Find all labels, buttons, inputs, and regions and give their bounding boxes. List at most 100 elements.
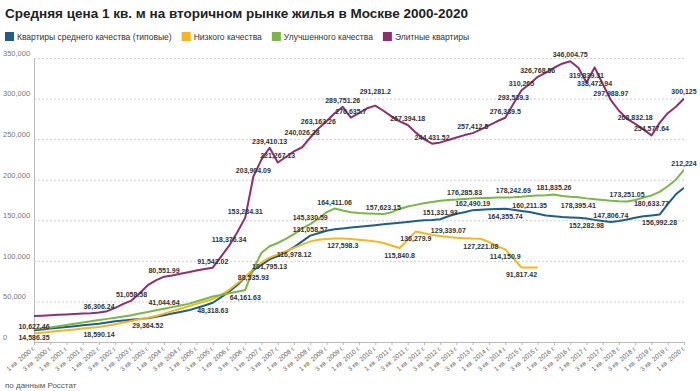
data-label: 147,806.74 bbox=[593, 212, 628, 220]
data-label: 145,330.59 bbox=[293, 214, 328, 222]
x-tick-mark bbox=[652, 342, 653, 345]
x-tick-label: 1 кв. 2020 г. bbox=[655, 344, 686, 372]
x-tick-mark bbox=[343, 342, 344, 345]
grid-line bbox=[34, 261, 684, 262]
series-line bbox=[34, 170, 684, 329]
data-label: 127,221.08 bbox=[463, 243, 498, 251]
data-label: 268,832.18 bbox=[618, 114, 653, 122]
data-label: 181,835.26 bbox=[536, 184, 571, 192]
data-label: 48,318.63 bbox=[197, 307, 228, 315]
y-tick: 250,000 bbox=[3, 130, 684, 140]
y-tick-label: 350,000 bbox=[3, 49, 30, 58]
data-label: 221,267.13 bbox=[260, 152, 295, 160]
y-tick-label: 200,000 bbox=[3, 171, 30, 180]
data-label: 127,598.3 bbox=[327, 242, 358, 250]
x-tick-mark bbox=[424, 342, 425, 345]
data-label: 80,551.99 bbox=[148, 267, 179, 275]
x-tick-mark bbox=[408, 342, 409, 345]
x-axis: 1 кв. 2000 г.3 кв. 2000 г.1 кв. 2001 г.3… bbox=[5, 342, 686, 372]
x-tick-mark bbox=[50, 342, 51, 345]
data-label: 116,978.12 bbox=[277, 251, 312, 259]
data-label: 338,472.94 bbox=[577, 80, 612, 88]
y-tick: 150,000 bbox=[3, 211, 684, 221]
grid-line bbox=[34, 180, 684, 181]
y-tick-label: 0 bbox=[3, 333, 7, 342]
title: Средняя цена 1 кв. м на вторичном рынке … bbox=[5, 6, 468, 21]
data-label: 29,364.52 bbox=[132, 322, 163, 330]
data-label: 88,535.93 bbox=[238, 274, 269, 282]
x-tick-mark bbox=[668, 342, 669, 345]
y-tick-label: 250,000 bbox=[3, 130, 30, 139]
data-label: 254,577.64 bbox=[634, 125, 669, 133]
legend-swatch bbox=[272, 32, 281, 41]
x-tick-mark bbox=[213, 342, 214, 345]
data-labels: 36,306.2451,058.5880,551.9991,542.02118,… bbox=[18, 51, 696, 342]
data-label: 319,839.31 bbox=[569, 72, 604, 80]
legend-item: Низкого качества bbox=[182, 32, 262, 42]
legend-swatch bbox=[5, 32, 14, 41]
data-label: 136,279.9 bbox=[400, 235, 431, 243]
data-label: 64,161.63 bbox=[230, 294, 261, 302]
x-tick-mark bbox=[375, 342, 376, 345]
x-tick-mark bbox=[554, 342, 555, 345]
data-label: 293,539.3 bbox=[498, 94, 529, 102]
y-tick-label: 150,000 bbox=[3, 211, 30, 220]
x-tick-mark bbox=[684, 342, 685, 345]
data-label: 51,058.58 bbox=[116, 291, 147, 299]
x-tick-mark bbox=[489, 342, 490, 345]
data-label: 300,125 bbox=[671, 88, 696, 96]
legend-item: Квартиры среднего качества (типовые) bbox=[5, 32, 172, 42]
data-label: 10,627.46 bbox=[18, 323, 49, 331]
data-label: 14,586.35 bbox=[18, 334, 49, 342]
legend-item: Улучшенного качества bbox=[272, 32, 373, 42]
x-tick-mark bbox=[115, 342, 116, 345]
grid-line bbox=[34, 220, 684, 221]
data-label: 212,224 bbox=[671, 160, 696, 168]
y-tick: 200,000 bbox=[3, 171, 684, 181]
legend-item: Элитные квартиры bbox=[383, 32, 469, 42]
x-tick-mark bbox=[164, 342, 165, 345]
data-label: 152,282.98 bbox=[569, 222, 604, 230]
data-label: 276,635.7 bbox=[335, 108, 366, 116]
x-tick-mark bbox=[148, 342, 149, 345]
data-label: 153,284.31 bbox=[228, 208, 263, 216]
x-tick-mark bbox=[294, 342, 295, 345]
y-tick-label: 100,000 bbox=[3, 252, 30, 261]
data-label: 178,242.69 bbox=[496, 187, 531, 195]
legend: Квартиры среднего качества (типовые) Низк… bbox=[5, 32, 469, 42]
x-tick-mark bbox=[132, 342, 133, 345]
grid-line bbox=[34, 139, 684, 140]
y-axis-line bbox=[34, 59, 35, 343]
x-tick-mark bbox=[99, 342, 100, 345]
lines bbox=[34, 61, 684, 333]
data-label: 176,285.83 bbox=[447, 189, 482, 197]
x-tick-mark bbox=[262, 342, 263, 345]
x-tick-mark bbox=[197, 342, 198, 345]
y-axis: 050,000100,000150,000200,000250,000300,0… bbox=[3, 49, 684, 343]
legend-label: Улучшенного качества bbox=[284, 32, 373, 42]
x-tick-mark bbox=[180, 342, 181, 345]
data-label: 162,490.19 bbox=[455, 200, 490, 208]
source: по данным Росстат bbox=[5, 381, 77, 390]
data-label: 240,026.28 bbox=[285, 129, 320, 137]
series-line bbox=[34, 61, 684, 316]
x-tick-mark bbox=[34, 342, 35, 345]
y-tick-label: 50,000 bbox=[3, 292, 26, 301]
x-tick-mark bbox=[619, 342, 620, 345]
x-tick-mark bbox=[635, 342, 636, 345]
data-label: 156,992.28 bbox=[642, 219, 677, 227]
data-label: 203,904.09 bbox=[236, 167, 271, 175]
data-label: 310,265 bbox=[509, 80, 534, 88]
data-label: 346,004.75 bbox=[553, 51, 588, 59]
background bbox=[0, 0, 700, 391]
legend-label: Элитные квартиры bbox=[395, 32, 469, 42]
data-label: 164,355.74 bbox=[488, 213, 523, 221]
legend-swatch bbox=[182, 32, 191, 41]
x-tick-mark bbox=[603, 342, 604, 345]
data-label: 164,411.06 bbox=[317, 199, 352, 207]
data-label: 157,623.15 bbox=[366, 204, 401, 212]
x-tick-mark bbox=[67, 342, 68, 345]
data-label: 36,306.24 bbox=[83, 303, 114, 311]
x-tick-mark bbox=[457, 342, 458, 345]
legend-swatch bbox=[383, 32, 392, 41]
